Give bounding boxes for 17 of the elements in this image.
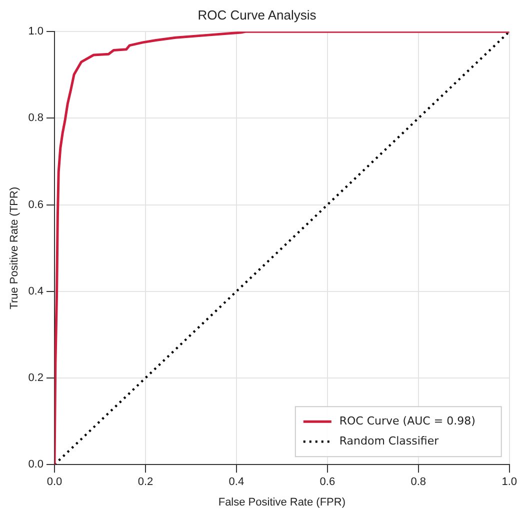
y-tick-label: 1.0	[28, 26, 44, 38]
x-tick-label: 1.0	[502, 476, 518, 488]
x-tick-label: 0.8	[410, 476, 426, 488]
x-tick-label: 0.6	[320, 476, 336, 488]
legend-label: ROC Curve (AUC = 0.98)	[339, 414, 476, 428]
y-tick-label: 0.6	[28, 198, 44, 211]
y-tick-label: 0.0	[28, 458, 44, 471]
y-axis-title: True Positive Rate (TPR)	[8, 186, 21, 310]
chart-title: ROC Curve Analysis	[198, 7, 317, 22]
x-tick-label: 0.4	[228, 476, 244, 488]
y-tick-label: 0.2	[28, 372, 44, 384]
legend-label: Random Classifier	[339, 434, 440, 448]
x-tick-label: 0.2	[138, 476, 154, 488]
y-tick-label: 0.8	[28, 112, 44, 124]
y-tick-label: 0.4	[28, 285, 44, 298]
x-axis-title: False Positive Rate (FPR)	[218, 496, 346, 508]
x-tick-label: 0.0	[46, 476, 62, 488]
